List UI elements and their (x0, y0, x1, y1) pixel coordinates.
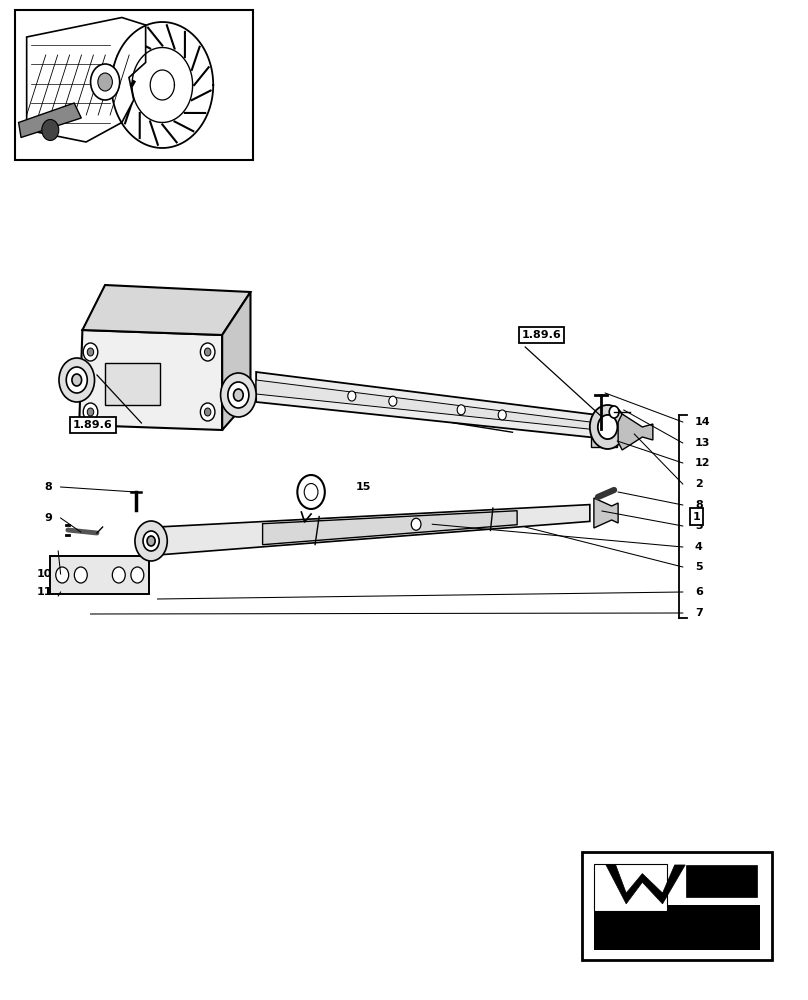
Circle shape (200, 403, 215, 421)
Circle shape (204, 348, 211, 356)
Bar (50, 556, 149, 594)
Text: 2: 2 (695, 479, 703, 489)
Polygon shape (591, 435, 617, 447)
Circle shape (147, 536, 155, 546)
Polygon shape (263, 511, 517, 545)
Bar (594, 905, 760, 950)
Polygon shape (82, 285, 250, 335)
Text: 1.89.6: 1.89.6 (73, 420, 113, 430)
Polygon shape (222, 292, 250, 430)
Circle shape (98, 73, 112, 91)
Circle shape (234, 389, 243, 401)
Circle shape (112, 567, 125, 583)
Text: 7: 7 (695, 608, 703, 618)
Circle shape (135, 521, 167, 561)
Circle shape (83, 403, 98, 421)
Bar (105, 363, 160, 405)
Circle shape (204, 408, 211, 416)
Circle shape (90, 64, 120, 100)
Text: 1.89.6: 1.89.6 (521, 330, 562, 340)
Polygon shape (606, 865, 685, 904)
Polygon shape (19, 103, 82, 138)
Circle shape (221, 373, 256, 417)
Text: 14: 14 (695, 417, 710, 427)
Text: 12: 12 (695, 458, 710, 468)
Circle shape (304, 484, 318, 500)
Circle shape (131, 567, 144, 583)
Circle shape (59, 358, 95, 402)
Text: 11: 11 (37, 587, 53, 597)
Polygon shape (158, 505, 590, 555)
Circle shape (83, 343, 98, 361)
Circle shape (87, 408, 94, 416)
Circle shape (56, 567, 69, 583)
Circle shape (598, 415, 617, 439)
Text: 8: 8 (44, 482, 53, 492)
Text: 13: 13 (695, 438, 710, 448)
Text: 5: 5 (695, 562, 702, 572)
Polygon shape (27, 18, 145, 142)
Polygon shape (79, 330, 222, 430)
Polygon shape (594, 864, 667, 911)
Circle shape (66, 367, 87, 393)
Circle shape (411, 518, 421, 530)
Text: 1: 1 (692, 512, 701, 522)
Circle shape (72, 374, 82, 386)
Text: 8: 8 (695, 500, 703, 510)
Text: 6: 6 (695, 587, 703, 597)
Polygon shape (256, 380, 598, 430)
Polygon shape (686, 865, 757, 897)
Polygon shape (594, 498, 618, 528)
Bar (582, 852, 772, 960)
Circle shape (590, 405, 625, 449)
Circle shape (499, 410, 507, 420)
Bar (15, 10, 253, 160)
Circle shape (74, 567, 87, 583)
Polygon shape (618, 414, 653, 450)
Circle shape (87, 348, 94, 356)
Circle shape (347, 391, 356, 401)
Circle shape (457, 405, 465, 415)
Circle shape (609, 406, 619, 418)
Text: 9: 9 (44, 513, 53, 523)
Text: 10: 10 (37, 569, 53, 579)
Circle shape (42, 119, 59, 140)
Circle shape (297, 475, 325, 509)
Circle shape (200, 343, 215, 361)
Text: 4: 4 (695, 542, 703, 552)
Circle shape (228, 382, 249, 408)
Polygon shape (256, 372, 598, 438)
Circle shape (143, 531, 159, 551)
Text: 3: 3 (695, 521, 702, 531)
Circle shape (389, 396, 397, 406)
Text: 15: 15 (356, 482, 371, 492)
